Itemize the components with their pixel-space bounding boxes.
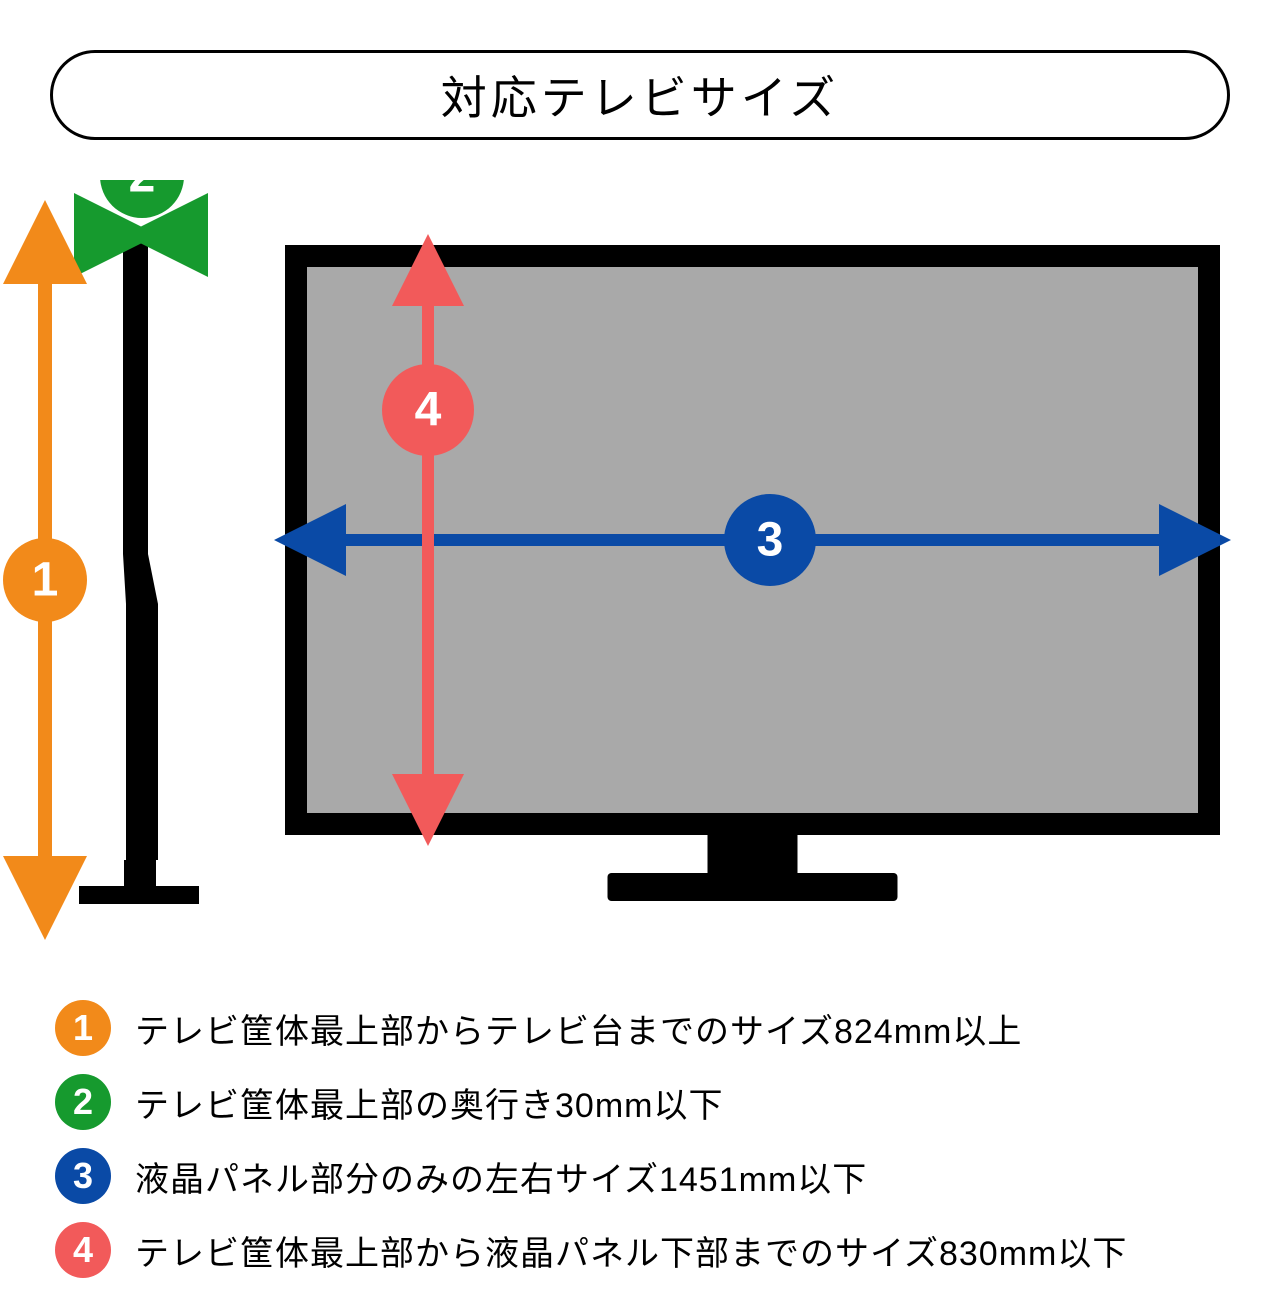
legend-row: 3 液晶パネル部分のみの左右サイズ1451mm以下 bbox=[55, 1148, 1235, 1204]
legend-badge: 4 bbox=[55, 1222, 111, 1278]
legend-row: 2 テレビ筐体最上部の奥行き30mm以下 bbox=[55, 1074, 1235, 1130]
title-text: 対応テレビサイズ bbox=[441, 62, 840, 128]
legend-row: 1 テレビ筐体最上部からテレビ台までのサイズ824mm以上 bbox=[55, 1000, 1235, 1056]
dimension-badge-number: 3 bbox=[757, 514, 784, 567]
page: 対応テレビサイズ 1 2 3 4 1 テレビ筐体最上部からテレビ台までのサイズ824mm… bbox=[0, 0, 1280, 1280]
tv-side-neck bbox=[124, 860, 156, 886]
legend-row: 4 テレビ筐体最上部から液晶パネル下部までのサイズ830mm以下 bbox=[55, 1222, 1235, 1278]
tv-size-diagram: 1 2 3 4 bbox=[0, 180, 1280, 960]
tv-front-neck bbox=[708, 835, 798, 873]
tv-side-profile bbox=[123, 240, 158, 860]
legend-text: 液晶パネル部分のみの左右サイズ1451mm以下 bbox=[135, 1152, 867, 1201]
dimension-badge-number: 2 bbox=[129, 180, 156, 203]
legend-badge: 2 bbox=[55, 1074, 111, 1130]
legend-badge: 1 bbox=[55, 1000, 111, 1056]
legend-text: テレビ筐体最上部の奥行き30mm以下 bbox=[135, 1078, 723, 1127]
dimension-badge-number: 1 bbox=[32, 554, 59, 607]
legend-text: テレビ筐体最上部からテレビ台までのサイズ824mm以上 bbox=[135, 1004, 1022, 1053]
title-pill: 対応テレビサイズ bbox=[50, 50, 1230, 140]
legend-badge: 3 bbox=[55, 1148, 111, 1204]
tv-front-base bbox=[608, 873, 898, 901]
tv-side-base bbox=[79, 886, 199, 904]
legend-text: テレビ筐体最上部から液晶パネル下部までのサイズ830mm以下 bbox=[135, 1226, 1127, 1275]
legend-list: 1 テレビ筐体最上部からテレビ台までのサイズ824mm以上 2 テレビ筐体最上部の奥行… bbox=[55, 1000, 1235, 1296]
dimension-badge-number: 4 bbox=[415, 384, 442, 437]
